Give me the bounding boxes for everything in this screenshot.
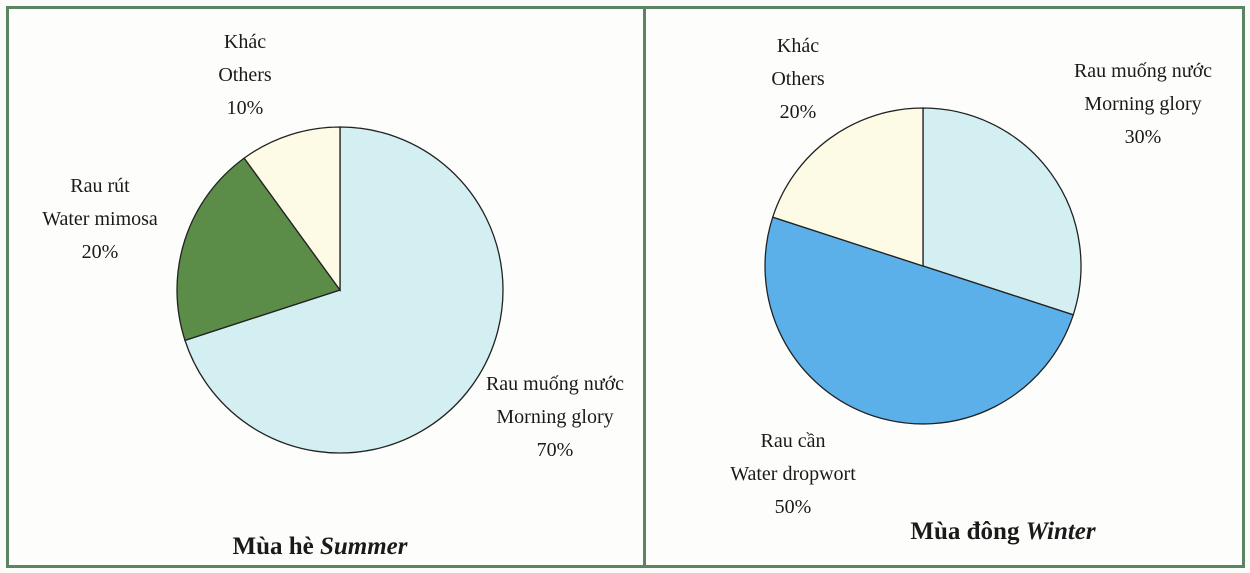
slice-label: Rau rút Water mimosa 20% — [20, 170, 180, 269]
value-label: 10% — [226, 97, 264, 119]
category-name: Rau muống nước — [485, 373, 625, 395]
slice-label: Rau muống nước Morning glory 70% — [480, 368, 630, 467]
category-name-en: Others — [218, 64, 272, 86]
pie-slice — [922, 107, 1082, 316]
pie-slice — [764, 216, 1075, 425]
category-name-en: Others — [771, 68, 825, 90]
category-name: Khác — [223, 31, 267, 53]
pie-slice — [176, 157, 342, 342]
pie-slice — [243, 126, 341, 293]
slice-label: Khác Others 20% — [738, 30, 858, 129]
category-name: Rau muống nước — [1073, 60, 1213, 82]
category-name: Rau rút — [70, 175, 130, 197]
slice-label: Rau cần Water dropwort 50% — [703, 425, 883, 524]
title-main: Mùa đông — [910, 518, 1020, 545]
pie-slice — [184, 126, 504, 454]
value-label: 50% — [774, 496, 812, 518]
title-main: Mùa hè — [232, 533, 314, 560]
chart-title: Mùa hè Summer — [232, 533, 407, 561]
category-name: Khác — [776, 35, 820, 57]
category-name-en: Water mimosa — [42, 208, 158, 230]
slice-label: Khác Others 10% — [185, 26, 305, 125]
value-label: 70% — [536, 439, 574, 461]
category-name-en: Morning glory — [1084, 93, 1202, 115]
value-label: 30% — [1124, 126, 1162, 148]
category-name-en: Water dropwort — [730, 463, 856, 485]
slice-label: Rau muống nước Morning glory 30% — [1068, 55, 1218, 154]
title-italic: Winter — [1025, 518, 1096, 545]
value-label: 20% — [81, 241, 119, 263]
category-name-en: Morning glory — [496, 406, 614, 428]
pie-slice — [771, 107, 924, 267]
chart-title: Mùa đông Winter — [910, 518, 1095, 546]
title-italic: Summer — [319, 533, 408, 560]
value-label: 20% — [779, 101, 817, 123]
category-name: Rau cần — [760, 430, 826, 452]
